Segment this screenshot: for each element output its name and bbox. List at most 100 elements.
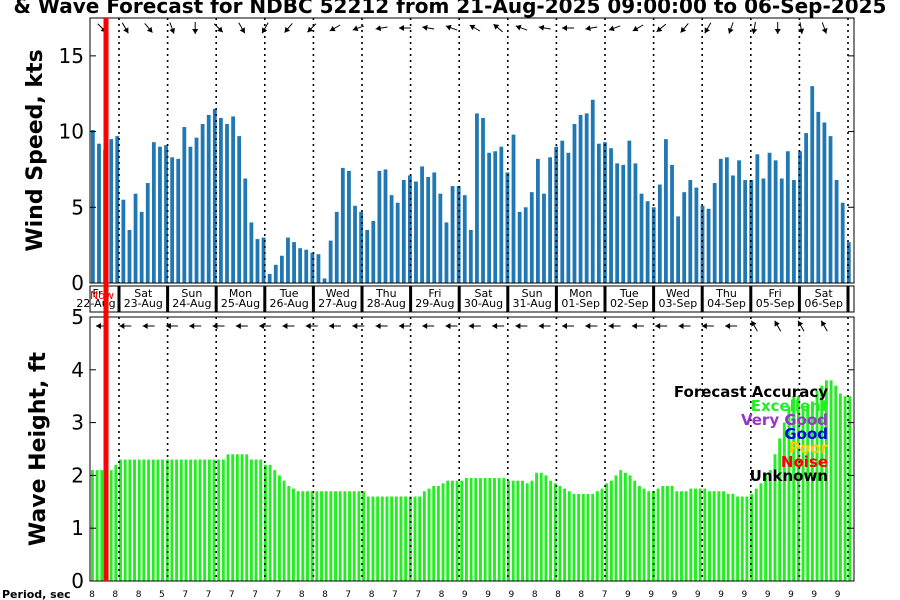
- wave-ytick-label: 4: [71, 358, 84, 382]
- wave-bar: [469, 478, 473, 581]
- wave-direction-arrow: [422, 323, 435, 329]
- wave-arrow-head: [515, 323, 521, 329]
- wave-bar: [137, 459, 141, 581]
- wave-bar: [91, 470, 94, 581]
- wave-bar: [806, 406, 810, 581]
- wave-direction-arrow: [608, 323, 621, 329]
- wind-bar: [249, 222, 254, 283]
- wave-bar: [684, 491, 688, 581]
- wind-direction-arrow: [445, 24, 458, 31]
- wave-bar: [441, 483, 445, 581]
- legend-item: Very Good: [741, 411, 828, 429]
- wave-bar: [235, 454, 239, 581]
- wind-bar: [639, 193, 644, 283]
- wind-bar: [670, 164, 674, 283]
- wind-bar: [200, 124, 205, 283]
- wind-ytick-label: 10: [59, 120, 84, 144]
- wind-arrow-head: [585, 25, 591, 32]
- wave-bar: [717, 491, 721, 581]
- wind-bar: [237, 136, 242, 283]
- period-value-label: 8: [89, 590, 95, 600]
- date-strip-day-label: Fri: [769, 287, 782, 300]
- wind-bar: [426, 177, 431, 283]
- wind-arrow-head: [123, 27, 129, 34]
- wind-bar: [158, 146, 162, 283]
- wind-direction-arrow: [821, 22, 828, 34]
- wind-bar: [621, 164, 626, 283]
- wind-bar: [712, 183, 717, 283]
- wave-bar: [366, 496, 370, 581]
- date-strip-date-label: 24-Aug: [172, 297, 211, 310]
- wave-direction-arrow: [189, 323, 202, 329]
- wave-bar: [577, 493, 581, 581]
- wave-bar: [147, 459, 150, 581]
- wave-arrow-head: [235, 323, 241, 329]
- wave-direction-arrow: [725, 323, 738, 329]
- wave-bar: [315, 491, 319, 581]
- wave-direction-arrow: [562, 323, 574, 329]
- wave-bar: [277, 475, 281, 581]
- period-value-label: 8: [578, 590, 584, 600]
- wave-ytick-label: 5: [71, 305, 84, 329]
- wave-bar: [726, 493, 730, 581]
- wave-direction-arrow: [655, 323, 668, 329]
- wind-direction-arrow: [238, 22, 246, 34]
- wave-arrow-head: [96, 323, 101, 329]
- date-strip-date-label: 06-Sep: [804, 297, 843, 310]
- wind-arrow-head: [192, 29, 199, 34]
- wave-bar: [301, 491, 305, 581]
- wave-bar: [820, 385, 824, 581]
- wave-bar: [694, 488, 697, 581]
- wind-arrow-head: [821, 27, 828, 34]
- date-strip-day-label: Sun: [522, 287, 543, 300]
- wave-ytick-label: 3: [71, 411, 84, 435]
- wave-bar: [380, 496, 384, 581]
- wind-arrow-head: [422, 24, 428, 31]
- wind-bar: [566, 152, 571, 283]
- wind-bar: [596, 143, 601, 283]
- wave-bar: [815, 390, 819, 581]
- date-strip-date-label: 03-Sep: [659, 297, 698, 310]
- wind-bar: [133, 193, 138, 283]
- wind-bar: [767, 152, 772, 283]
- wind-ylabel: Wind Speed, kts: [23, 49, 48, 251]
- wind-arrow-head: [169, 27, 176, 34]
- wave-arrow-head: [398, 323, 404, 329]
- wave-bar: [712, 491, 716, 581]
- wind-bar: [609, 148, 613, 283]
- wind-bar: [121, 199, 126, 283]
- wind-bar: [279, 255, 284, 283]
- wind-bar: [834, 180, 839, 283]
- wind-bar: [718, 158, 723, 283]
- wave-direction-arrow: [375, 323, 388, 329]
- wind-bar: [724, 157, 729, 283]
- wave-direction-arrow: [142, 323, 155, 329]
- period-value-label: 8: [322, 590, 328, 600]
- wind-bar: [444, 222, 449, 283]
- wind-bar: [468, 230, 473, 283]
- wave-arrow-head: [701, 323, 707, 329]
- wave-bar: [404, 496, 408, 581]
- wind-bar: [731, 175, 735, 283]
- wave-ytick-label: 2: [71, 463, 84, 487]
- wave-arrow-head: [678, 323, 684, 329]
- wave-bar: [750, 493, 754, 581]
- wave-bar: [268, 464, 272, 581]
- wind-bar: [785, 151, 790, 283]
- date-strip-day-label: Thu: [715, 287, 737, 300]
- wave-bar: [324, 491, 328, 581]
- wind-bar: [371, 220, 376, 283]
- wave-bar: [535, 472, 539, 581]
- period-value-label: 9: [648, 590, 654, 600]
- wind-direction-arrow: [562, 25, 574, 31]
- wave-bar: [745, 496, 749, 581]
- wave-arrow-head: [422, 323, 428, 329]
- wind-bar: [194, 137, 199, 283]
- wave-bar: [142, 459, 146, 581]
- wave-bar: [306, 491, 309, 581]
- wind-bar: [511, 134, 516, 283]
- wave-bar: [722, 491, 725, 581]
- wave-bar: [413, 496, 417, 581]
- wave-bar: [427, 488, 431, 581]
- wind-axes-frame: [89, 17, 855, 284]
